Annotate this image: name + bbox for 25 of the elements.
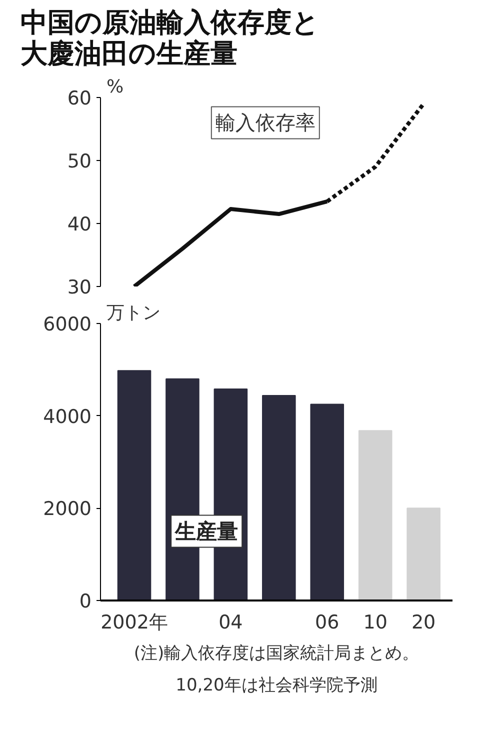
y-tick-label: 4000	[43, 406, 92, 428]
y-tick-label: 50	[67, 150, 92, 172]
y-tick-label: 30	[67, 276, 92, 298]
y-tick-label: 40	[67, 214, 92, 236]
y-tick-label: 2000	[43, 498, 92, 520]
x-tick-label: 04	[218, 612, 243, 634]
bar	[406, 508, 440, 600]
y-tick-label: 60	[67, 88, 92, 110]
text: (注)輸入依存度は国家統計局まとめ。	[134, 644, 420, 664]
x-tick-label: 2002年	[100, 612, 168, 634]
bar	[358, 430, 392, 600]
x-tick-label: 20	[411, 612, 436, 634]
x-tick-label: 10	[363, 612, 388, 634]
y-axis-title: %	[106, 76, 124, 98]
bar	[310, 404, 344, 600]
x-tick-label: 06	[315, 612, 340, 634]
text: 10,20年は社会科学院予測	[176, 676, 378, 696]
y-axis-title: 万トン	[106, 302, 160, 324]
y-tick-label: 0	[79, 590, 92, 612]
bar	[117, 370, 152, 600]
y-tick-label: 6000	[43, 314, 92, 336]
series-label: 生産量	[174, 519, 238, 544]
text: 輸入依存率	[215, 110, 316, 135]
chart-title: 中国の原油輸入依存度と大慶油田の生産量	[20, 8, 320, 70]
bar	[262, 395, 296, 600]
